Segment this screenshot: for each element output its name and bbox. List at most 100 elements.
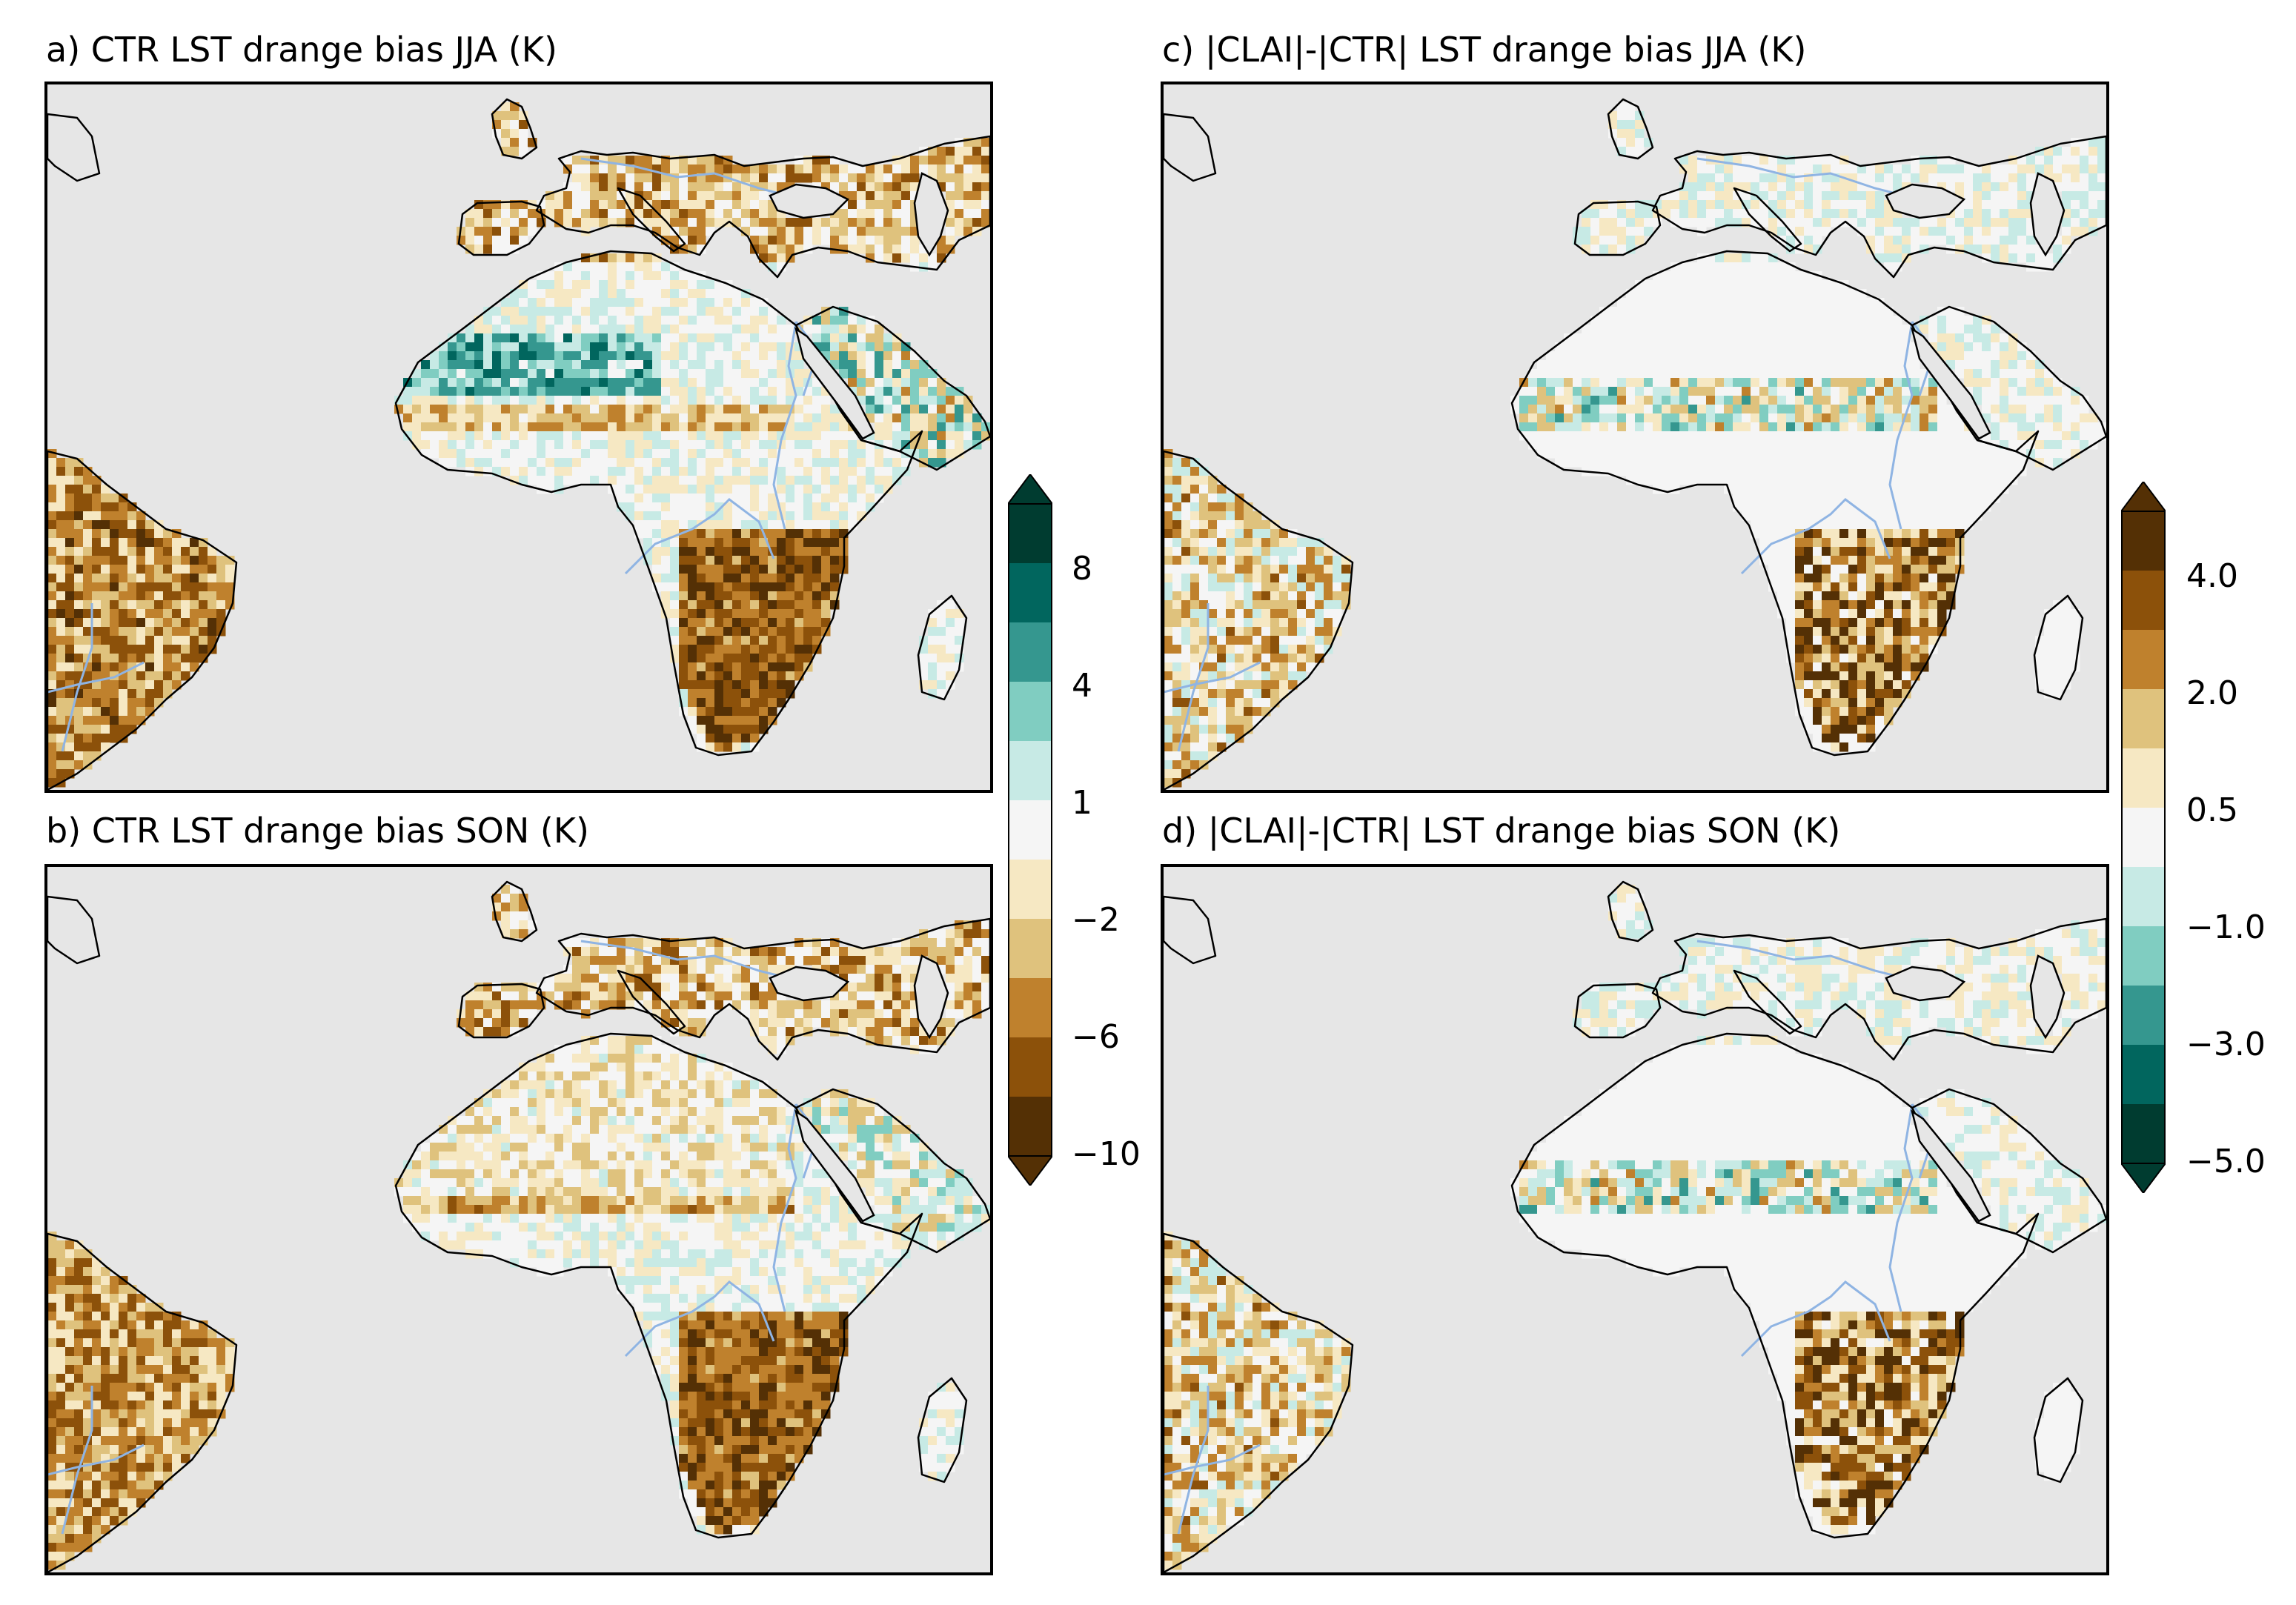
raster-cell <box>928 405 938 414</box>
raster-cell <box>483 1018 493 1028</box>
raster-cell <box>599 956 608 966</box>
raster-cell <box>474 1223 484 1232</box>
raster-cell <box>732 1320 742 1330</box>
raster-cell <box>697 707 706 717</box>
raster-cell <box>590 316 600 325</box>
raster-cell <box>901 1178 911 1188</box>
raster-cell <box>572 458 582 468</box>
raster-cell <box>661 591 671 601</box>
raster-cell <box>199 618 208 628</box>
raster-cell <box>47 458 57 468</box>
raster-cell <box>972 218 982 227</box>
raster-cell <box>581 1196 591 1206</box>
raster-cell <box>590 1178 600 1188</box>
raster-cell <box>955 191 964 201</box>
raster-cell <box>474 1107 484 1117</box>
raster-cell <box>510 1116 520 1126</box>
raster-cell <box>119 565 128 574</box>
raster-cell <box>723 209 733 219</box>
raster-cell <box>634 991 644 1001</box>
raster-cell <box>545 458 555 468</box>
raster-cell <box>652 440 662 450</box>
raster-cell <box>768 1312 777 1321</box>
raster-cell <box>74 458 84 468</box>
raster-cell <box>617 1134 626 1143</box>
raster-cell <box>794 431 804 441</box>
raster-cell <box>679 1116 689 1126</box>
raster-cell <box>599 422 608 432</box>
raster-cell <box>706 965 715 974</box>
raster-cell <box>732 307 742 316</box>
raster-cell <box>145 1320 155 1330</box>
raster-cell <box>483 1027 493 1037</box>
raster-cell <box>412 1196 422 1206</box>
raster-cell <box>643 991 653 1001</box>
raster-cell <box>688 618 697 628</box>
raster-cell <box>972 965 982 974</box>
raster-cell <box>643 1178 653 1188</box>
raster-cell <box>501 903 511 912</box>
raster-cell <box>474 1116 484 1126</box>
raster-cell <box>154 1312 164 1321</box>
raster-cell <box>759 1232 769 1241</box>
raster-cell <box>661 1285 671 1295</box>
raster-cell <box>741 725 751 734</box>
raster-cell <box>154 636 164 645</box>
raster-cell <box>56 538 66 548</box>
raster-cell <box>661 396 671 405</box>
raster-cell <box>839 991 849 1001</box>
raster-cell <box>199 556 208 565</box>
raster-cell <box>501 138 511 147</box>
raster-cell <box>723 734 733 743</box>
raster-cell <box>643 1125 653 1134</box>
raster-cell <box>519 1116 528 1126</box>
raster-cell <box>786 662 795 672</box>
raster-cell <box>706 983 715 992</box>
raster-cell <box>670 325 680 334</box>
raster-cell <box>901 974 911 983</box>
raster-cell <box>590 1223 600 1232</box>
raster-cell <box>47 520 57 530</box>
raster-cell <box>545 1089 555 1099</box>
raster-cell <box>688 1116 697 1126</box>
raster-cell <box>768 1116 777 1126</box>
raster-cell <box>652 1285 662 1295</box>
raster-cell <box>448 1205 457 1214</box>
raster-cell <box>937 680 946 690</box>
raster-cell <box>821 947 831 957</box>
raster-cell <box>750 342 760 352</box>
raster-cell <box>875 1009 884 1019</box>
raster-cell <box>812 422 822 432</box>
raster-cell <box>439 422 448 432</box>
raster-cell <box>634 156 644 165</box>
raster-cell <box>572 1098 582 1108</box>
raster-cell <box>857 218 866 227</box>
raster-cell <box>528 1249 537 1259</box>
raster-cell <box>706 547 715 556</box>
raster-cell <box>599 1143 608 1152</box>
raster-cell <box>74 1285 84 1295</box>
raster-cell <box>759 725 769 734</box>
raster-cell <box>181 654 190 663</box>
raster-cell <box>706 494 715 503</box>
raster-cell <box>661 1045 671 1054</box>
raster-cell <box>537 342 546 352</box>
raster-cell <box>910 413 920 423</box>
raster-cell <box>56 698 66 708</box>
raster-cell <box>537 1196 546 1206</box>
coastline <box>47 113 101 182</box>
raster-cell <box>528 1125 537 1134</box>
raster-cell <box>750 191 760 201</box>
raster-cell <box>652 467 662 476</box>
raster-cell <box>190 538 199 548</box>
raster-cell <box>768 396 777 405</box>
raster-cell <box>688 387 697 396</box>
raster-cell <box>634 360 644 370</box>
raster-cell <box>554 369 564 379</box>
raster-cell <box>848 458 857 468</box>
raster-cell <box>537 1205 546 1214</box>
raster-cell <box>714 609 724 619</box>
raster-cell <box>723 342 733 352</box>
raster-cell <box>465 1160 475 1170</box>
raster-cell <box>661 1116 671 1126</box>
